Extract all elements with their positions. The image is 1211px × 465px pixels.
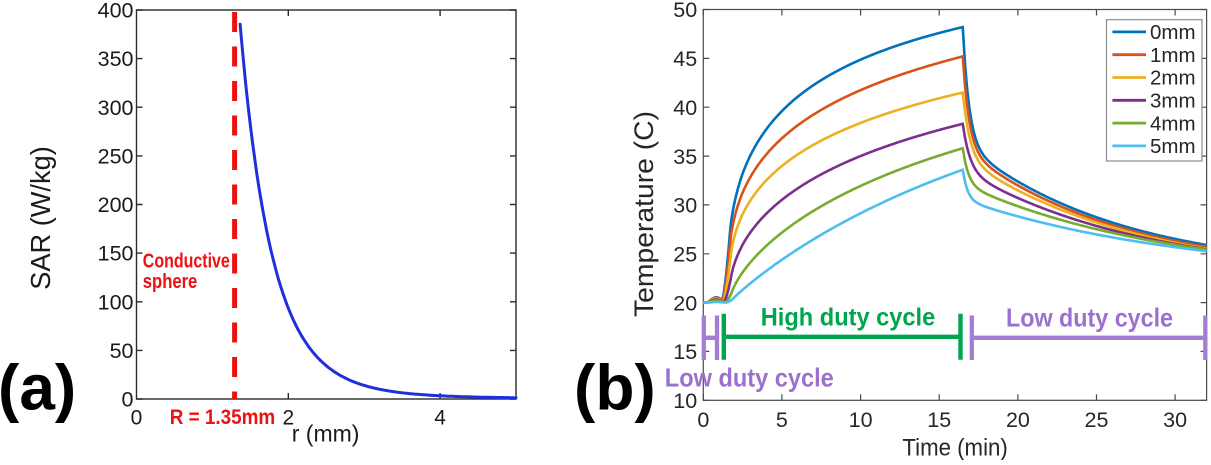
svg-text:25: 25: [673, 242, 697, 266]
svg-text:r (mm): r (mm): [292, 421, 360, 447]
svg-text:25: 25: [1085, 408, 1109, 432]
svg-text:50: 50: [110, 339, 134, 363]
svg-text:Low duty cycle: Low duty cycle: [1006, 303, 1173, 333]
svg-text:SAR (W/kg): SAR (W/kg): [25, 146, 56, 290]
svg-text:Conductive: Conductive: [143, 251, 230, 273]
svg-text:0: 0: [697, 408, 709, 432]
svg-text:400: 400: [98, 0, 134, 23]
svg-text:4mm: 4mm: [1150, 112, 1196, 135]
svg-text:sphere: sphere: [143, 271, 198, 293]
svg-text:30: 30: [1163, 408, 1187, 432]
svg-text:40: 40: [673, 96, 697, 120]
svg-text:15: 15: [927, 408, 951, 432]
svg-text:250: 250: [98, 145, 134, 169]
svg-text:30: 30: [673, 194, 697, 218]
svg-text:350: 350: [98, 47, 134, 71]
svg-text:R = 1.35mm: R = 1.35mm: [170, 405, 276, 429]
svg-text:35: 35: [673, 145, 697, 169]
svg-text:2mm: 2mm: [1150, 67, 1196, 90]
svg-text:15: 15: [673, 340, 697, 364]
svg-text:2: 2: [282, 407, 294, 430]
svg-text:10: 10: [849, 408, 873, 432]
svg-text:(a): (a): [0, 352, 76, 424]
svg-text:Time (min): Time (min): [902, 435, 1007, 461]
svg-text:100: 100: [98, 290, 134, 314]
svg-text:45: 45: [673, 47, 697, 71]
svg-text:1mm: 1mm: [1150, 44, 1196, 67]
svg-text:200: 200: [98, 193, 134, 217]
svg-text:20: 20: [1006, 408, 1030, 432]
svg-text:0: 0: [122, 388, 134, 412]
svg-text:150: 150: [98, 242, 134, 266]
svg-text:(b): (b): [574, 352, 656, 424]
svg-text:50: 50: [673, 0, 697, 22]
svg-text:0: 0: [131, 407, 143, 430]
svg-text:5: 5: [776, 408, 788, 432]
svg-text:4: 4: [434, 407, 446, 430]
svg-text:20: 20: [673, 291, 697, 315]
svg-text:High duty cycle: High duty cycle: [761, 303, 936, 331]
svg-text:10: 10: [673, 389, 697, 413]
svg-text:Low duty cycle: Low duty cycle: [665, 363, 834, 393]
svg-text:3mm: 3mm: [1150, 90, 1196, 113]
svg-text:300: 300: [98, 96, 134, 120]
svg-text:Temperature (C): Temperature (C): [629, 111, 659, 317]
svg-text:0mm: 0mm: [1150, 21, 1196, 44]
svg-text:5mm: 5mm: [1150, 135, 1196, 158]
